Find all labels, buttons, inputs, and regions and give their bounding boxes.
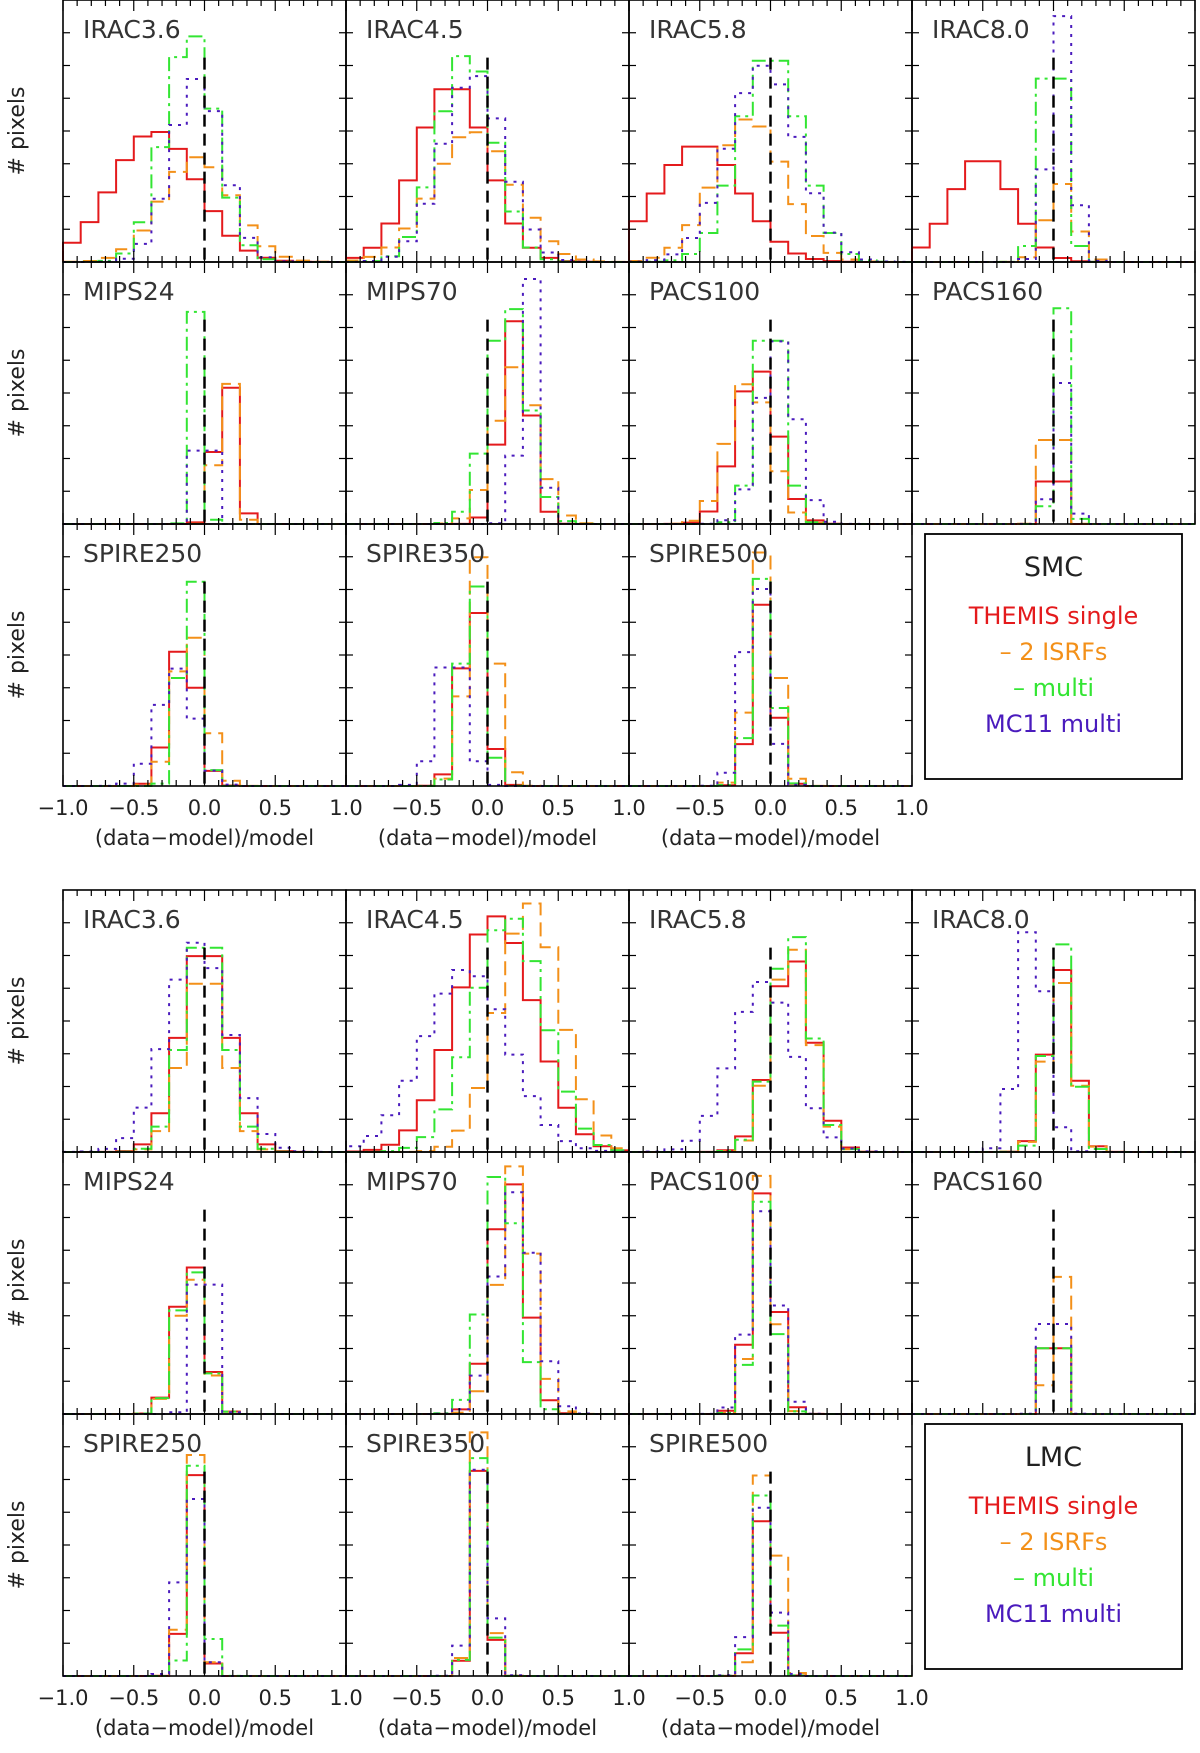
x-axis-label: (data−model)/model	[95, 1716, 314, 1740]
panel-title: PACS160	[932, 1167, 1043, 1196]
panel-title: IRAC5.8	[649, 905, 747, 934]
legend-item: MC11 multi	[985, 710, 1122, 738]
panel-title: PACS100	[649, 277, 760, 306]
panel-title: IRAC4.5	[366, 905, 464, 934]
panel-title: MIPS24	[83, 277, 175, 306]
legend-title: SMC	[1024, 552, 1083, 583]
panel-title: MIPS24	[83, 1167, 175, 1196]
legend-item: THEMIS single	[968, 602, 1139, 630]
panel-title: IRAC4.5	[366, 15, 464, 44]
histogram-2-isrfs	[62, 156, 346, 263]
panel-title: MIPS70	[366, 1167, 458, 1196]
histogram-multi	[63, 35, 346, 263]
y-axis-label: # pixels	[5, 611, 30, 700]
panel-title: IRAC5.8	[649, 15, 747, 44]
histogram-multi	[346, 308, 629, 525]
x-axis-label: (data−model)/model	[661, 826, 880, 850]
x-axis-label: (data−model)/model	[661, 1716, 880, 1740]
x-tick-label: 1.0	[612, 1686, 645, 1710]
histogram-mc11-multi	[63, 1283, 346, 1415]
y-axis-label: # pixels	[5, 349, 30, 438]
x-tick-label: −0.5	[391, 796, 442, 820]
legend-item: – multi	[1013, 674, 1094, 702]
x-tick-label: 0.5	[542, 1686, 575, 1710]
x-tick-label: −0.5	[674, 796, 725, 820]
x-tick-label: 0.5	[825, 1686, 858, 1710]
legend-title: LMC	[1025, 1442, 1082, 1473]
panel-title: SPIRE350	[366, 1429, 485, 1458]
histogram-mc11-multi	[629, 981, 912, 1153]
y-axis-label: # pixels	[5, 1239, 30, 1328]
x-tick-label: 0.5	[259, 796, 292, 820]
y-axis-label: # pixels	[5, 977, 30, 1066]
y-axis-label: # pixels	[5, 87, 30, 176]
x-tick-label: 0.0	[754, 796, 787, 820]
x-tick-label: 1.0	[612, 796, 645, 820]
x-tick-label: 0.5	[259, 1686, 292, 1710]
x-axis-label: (data−model)/model	[378, 1716, 597, 1740]
panel-title: PACS160	[932, 277, 1043, 306]
x-tick-label: 0.5	[825, 796, 858, 820]
x-tick-label: −0.5	[674, 1686, 725, 1710]
x-tick-label: 1.0	[329, 1686, 362, 1710]
x-tick-label: 0.0	[754, 1686, 787, 1710]
x-tick-label: 0.0	[471, 796, 504, 820]
x-tick-label: 0.0	[188, 796, 221, 820]
x-tick-label: −0.5	[108, 796, 159, 820]
x-tick-label: 0.0	[471, 1686, 504, 1710]
panel-title: MIPS70	[366, 277, 458, 306]
panel-title: SPIRE250	[83, 539, 202, 568]
panel-title: SPIRE500	[649, 539, 768, 568]
histogram-themis-single	[345, 915, 630, 1153]
legend-item: THEMIS single	[968, 1492, 1139, 1520]
histogram-mc11-multi	[345, 969, 630, 1153]
panel-title: IRAC8.0	[932, 905, 1030, 934]
x-axis-label: (data−model)/model	[378, 826, 597, 850]
x-tick-label: 1.0	[895, 1686, 928, 1710]
panel-title: IRAC3.6	[83, 905, 181, 934]
legend-item: – 2 ISRFs	[1000, 1528, 1108, 1556]
panel-title: IRAC3.6	[83, 15, 181, 44]
x-tick-label: −0.5	[108, 1686, 159, 1710]
y-axis-label: # pixels	[5, 1501, 30, 1590]
panel-title: SPIRE500	[649, 1429, 768, 1458]
x-tick-label: −0.5	[391, 1686, 442, 1710]
x-tick-label: 1.0	[329, 796, 362, 820]
x-axis-label: (data−model)/model	[95, 826, 314, 850]
legend-item: – multi	[1013, 1564, 1094, 1592]
panel-title: SPIRE350	[366, 539, 485, 568]
x-tick-label: 0.0	[188, 1686, 221, 1710]
panel-title: SPIRE250	[83, 1429, 202, 1458]
panel-title: PACS100	[649, 1167, 760, 1196]
legend-item: – 2 ISRFs	[1000, 638, 1108, 666]
legend-item: MC11 multi	[985, 1600, 1122, 1628]
x-tick-label: −1.0	[38, 1686, 89, 1710]
x-tick-label: 1.0	[895, 796, 928, 820]
histogram-multi	[346, 917, 630, 1153]
panel-title: IRAC8.0	[932, 15, 1030, 44]
legend-box	[924, 533, 1183, 780]
x-tick-label: 0.5	[542, 796, 575, 820]
histogram-multi	[629, 59, 912, 263]
legend-box	[924, 1423, 1183, 1670]
x-tick-label: −1.0	[38, 796, 89, 820]
